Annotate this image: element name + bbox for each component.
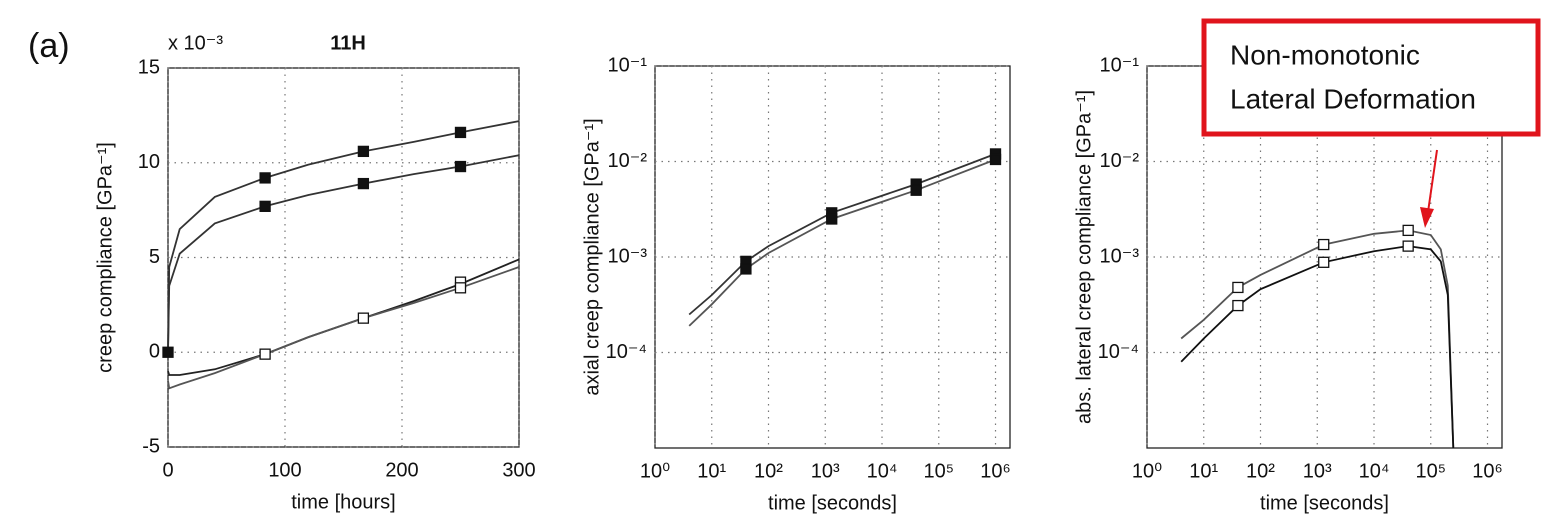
x-tick-label: 10⁵ [1415,460,1446,482]
x-tick-label: 10⁴ [867,460,898,482]
marker [1318,238,1330,251]
x-axis-label: time [seconds] [1260,492,1389,514]
marker [910,184,922,196]
y-axis-label: creep compliance [GPa⁻¹] [94,142,116,373]
x-tick-label: 10³ [811,460,840,482]
x-tick-label: 100 [268,459,301,481]
annotation-arrow [1420,149,1438,228]
x-tick-label: 300 [502,459,535,481]
chart-title: 11H [330,32,366,54]
y-tick-label: 10⁻² [1100,150,1140,172]
x-tick-label: 10⁶ [1472,460,1502,482]
marker [1232,281,1244,294]
marker [1232,299,1244,312]
x-tick-label: 10⁵ [923,460,954,482]
y-tick-label: 10⁻² [608,150,648,172]
y-tick-label: 10⁻⁴ [606,341,647,363]
marker [357,312,370,324]
x-tick-label: 0 [162,459,173,481]
y-axis-label: abs. lateral creep compliance [GPa⁻¹] [1073,90,1095,424]
y-tick-label: 10⁻³ [608,245,648,267]
y-tick-label: 0 [149,341,160,363]
y-tick-label: 15 [138,56,160,78]
marker [1402,224,1414,237]
x-tick-label: 10¹ [697,460,726,482]
annotation-line: Lateral Deformation [1230,83,1476,114]
marker [357,145,370,158]
x-tick-label: 200 [385,459,418,481]
x-tick-label: 10⁴ [1359,460,1390,482]
marker [259,200,271,212]
x-tick-label: 10¹ [1189,460,1218,482]
x-axis-label: time [seconds] [768,492,897,514]
curve [1180,245,1455,449]
x-tick-label: 10⁰ [640,460,670,482]
curve [167,120,520,353]
y-tick-label: -5 [142,435,160,457]
annotation-line: Non-monotonic [1230,39,1420,70]
marker [259,172,271,184]
marker [1318,256,1330,268]
y-tick-label: 10⁻⁴ [1098,341,1139,363]
curve [167,154,520,353]
marker [989,153,1002,166]
curve [167,266,520,390]
x-tick-label: 10⁰ [1132,460,1162,482]
marker [826,213,838,225]
x-tick-label: 10³ [1303,460,1332,482]
marker [454,126,467,139]
curve [1180,229,1455,449]
y-axis-label: axial creep compliance [GPa⁻¹] [581,118,603,395]
y-tick-label: 10⁻¹ [608,54,648,76]
y-tick-label: 5 [149,246,160,268]
marker [454,282,467,294]
y-scale-label: x 10⁻³ [168,32,223,54]
marker [1402,240,1414,252]
y-tick-label: 10⁻¹ [1100,54,1140,76]
x-tick-label: 10² [754,460,783,482]
marker [259,348,271,360]
marker [162,346,174,358]
x-tick-label: 10⁶ [980,460,1010,482]
panel-label: (a) [28,27,70,65]
marker [357,177,370,190]
marker [454,160,467,173]
y-tick-label: 10⁻³ [1100,245,1140,267]
y-tick-label: 10 [138,151,160,173]
x-axis-label: time [hours] [291,491,395,513]
x-tick-label: 10² [1246,460,1275,482]
marker [740,263,752,275]
annotation-box [1201,18,1541,137]
